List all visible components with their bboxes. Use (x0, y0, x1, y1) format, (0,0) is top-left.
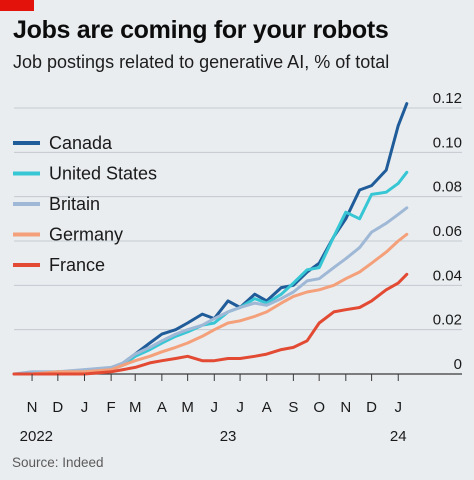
x-tick-label: A (262, 399, 272, 416)
series-line-britain (12, 206, 409, 376)
x-year-label: 2022 (20, 428, 53, 445)
y-tick-label: 0.06 (433, 223, 462, 240)
x-tick-label: N (340, 399, 351, 416)
legend-label: Germany (49, 225, 123, 245)
legend-label: United States (49, 164, 157, 184)
chart-subtitle: Job postings related to generative AI, %… (13, 52, 390, 72)
x-tick-label: J (81, 399, 89, 416)
series-line-france (12, 272, 409, 376)
y-tick-label: 0 (454, 356, 462, 373)
x-tick-label: O (313, 399, 325, 416)
brand-accent-tag (0, 0, 34, 11)
series-line-germany (12, 232, 409, 376)
source-note: Source: Indeed (12, 455, 104, 470)
chart-title: Jobs are coming for your robots (13, 16, 389, 44)
x-year-label: 23 (220, 428, 237, 445)
y-tick-label: 0.04 (433, 267, 462, 284)
x-year-label: 24 (390, 428, 407, 445)
y-tick-label: 0.02 (433, 312, 462, 329)
series-lines (12, 102, 409, 376)
x-tick-label: J (211, 399, 219, 416)
y-tick-label: 0.08 (433, 179, 462, 196)
x-tick-label: F (107, 399, 116, 416)
y-tick-label: 0.10 (433, 134, 462, 151)
x-tick-label: M (181, 399, 194, 416)
legend-label: France (49, 255, 105, 275)
y-axis-ticks: 0.12 0.10 0.08 0.06 0.04 0.02 0 (433, 90, 462, 373)
x-tick-label: A (157, 399, 167, 416)
x-tick-label: S (288, 399, 298, 416)
x-tick-label: J (394, 399, 402, 416)
x-tick-label: D (52, 399, 63, 416)
legend: Canada United States Britain Germany France (13, 133, 157, 275)
x-tick-label: D (366, 399, 377, 416)
x-tick-label: M (129, 399, 142, 416)
y-tick-label: 0.12 (433, 90, 462, 107)
legend-label: Britain (49, 194, 100, 214)
x-tick-label: N (27, 399, 38, 416)
x-tick-label: J (236, 399, 244, 416)
legend-label: Canada (49, 133, 113, 153)
